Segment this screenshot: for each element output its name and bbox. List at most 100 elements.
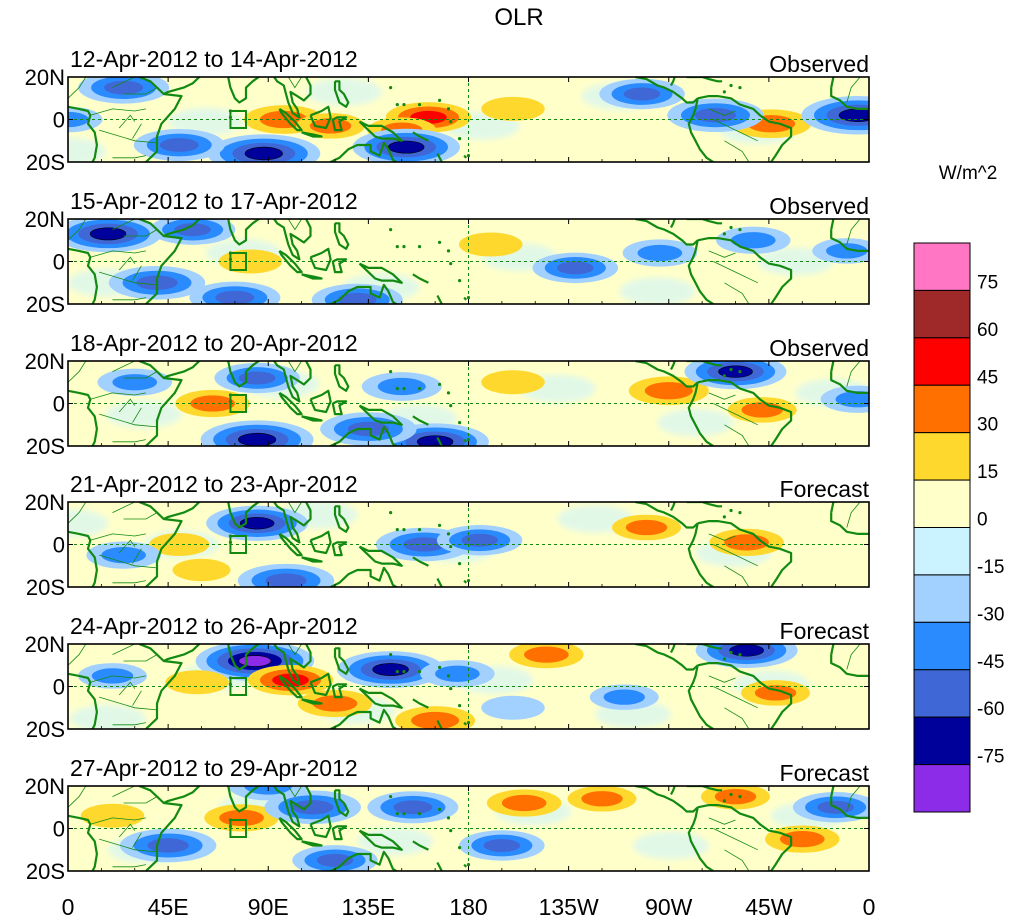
coastline <box>830 654 869 677</box>
coastline <box>163 77 201 95</box>
y-tick-label: 0 <box>53 250 65 275</box>
anomaly-blob <box>172 558 231 582</box>
contour-level <box>729 644 764 657</box>
coastline <box>278 391 303 416</box>
anomaly-blob <box>628 376 709 406</box>
colorbar-segment <box>913 669 971 718</box>
island-dot <box>402 387 406 391</box>
country-border <box>846 644 861 670</box>
island-dot <box>729 792 733 797</box>
island-dot <box>402 103 406 107</box>
colorbar-segment <box>913 384 971 434</box>
coastline <box>412 273 429 284</box>
contour-level <box>481 96 545 121</box>
y-tick-label: 20S <box>26 292 65 317</box>
island-dot <box>437 382 442 386</box>
coastline <box>328 141 399 162</box>
anomaly-blob <box>207 134 321 162</box>
coastline <box>68 247 98 304</box>
anomaly-blob <box>741 680 811 706</box>
country-border <box>287 644 302 656</box>
anomaly-blob <box>149 532 210 557</box>
country-border <box>287 786 302 798</box>
island-dot <box>402 245 406 249</box>
figure-title: OLR <box>494 4 543 31</box>
contour-level <box>337 292 377 304</box>
coastline <box>687 98 714 162</box>
anomaly-blob <box>206 505 309 541</box>
field-band <box>802 655 869 684</box>
contour-level <box>219 809 264 827</box>
colorbar-segment <box>913 527 971 576</box>
island-dot <box>722 657 726 661</box>
panel-date-range: 27-Apr-2012 to 29-Apr-2012 <box>70 755 358 781</box>
coastline <box>830 229 869 252</box>
country-border <box>713 261 758 284</box>
panel-type-label: Forecast <box>780 760 870 786</box>
coastline <box>686 361 723 367</box>
coastline <box>163 219 201 237</box>
anomaly-blob <box>119 828 217 863</box>
panel-type-label: Observed <box>769 335 869 361</box>
x-tick-label: 0 <box>62 894 75 920</box>
anomaly-blob <box>459 232 523 257</box>
island-dot <box>449 404 453 408</box>
island-dot <box>395 528 399 532</box>
coastline <box>830 77 835 88</box>
panel-date-range: 24-Apr-2012 to 26-Apr-2012 <box>70 613 358 639</box>
colorbar-tick-label: 0 <box>977 510 988 531</box>
field-band <box>70 704 147 729</box>
country-border <box>112 786 135 797</box>
anomaly-blob <box>200 420 314 446</box>
country-border <box>90 250 146 258</box>
coastline <box>68 530 98 587</box>
x-tick-label: 45E <box>148 894 189 920</box>
anomaly-blob <box>801 96 869 135</box>
island-dot <box>458 137 462 141</box>
island-dot <box>389 228 393 232</box>
coastline <box>163 644 201 662</box>
coastline <box>331 258 348 274</box>
coastline <box>328 708 399 729</box>
country-border <box>708 108 736 116</box>
y-tick-label: 20S <box>26 859 65 884</box>
country-border <box>118 256 136 271</box>
coastline <box>697 520 793 587</box>
anomaly-blob <box>695 644 798 668</box>
coastline <box>697 804 793 871</box>
anomaly-blob <box>68 219 162 253</box>
x-tick-label: 45W <box>745 894 793 920</box>
colorbar-segment <box>913 289 971 339</box>
coastline <box>278 249 303 274</box>
coastline <box>436 719 443 729</box>
field-band <box>650 131 727 159</box>
country-border <box>123 654 158 662</box>
island-dot <box>446 816 451 820</box>
country-border <box>99 271 158 286</box>
colorbar-segment <box>913 479 971 529</box>
country-border <box>112 361 135 372</box>
country-border <box>112 580 146 584</box>
coastline <box>226 361 261 388</box>
coastline <box>830 512 869 535</box>
coastline <box>358 687 403 709</box>
island-dot <box>417 670 422 674</box>
coastline <box>138 502 183 587</box>
coastline <box>670 219 676 229</box>
country-border <box>287 502 302 514</box>
country-border <box>287 219 302 231</box>
y-tick-label: 0 <box>53 392 65 417</box>
country-border <box>713 828 758 851</box>
coastline <box>358 262 403 284</box>
island-dot <box>738 228 742 232</box>
coastline <box>301 840 323 847</box>
country-border <box>287 361 302 373</box>
contour-level <box>104 80 144 95</box>
colorbar-segment <box>913 337 971 386</box>
island-dot <box>449 120 453 124</box>
coastline <box>697 662 793 729</box>
colorbar-tick-label: 45 <box>977 367 998 388</box>
anomaly-blob <box>509 644 584 669</box>
coastline <box>309 814 332 839</box>
